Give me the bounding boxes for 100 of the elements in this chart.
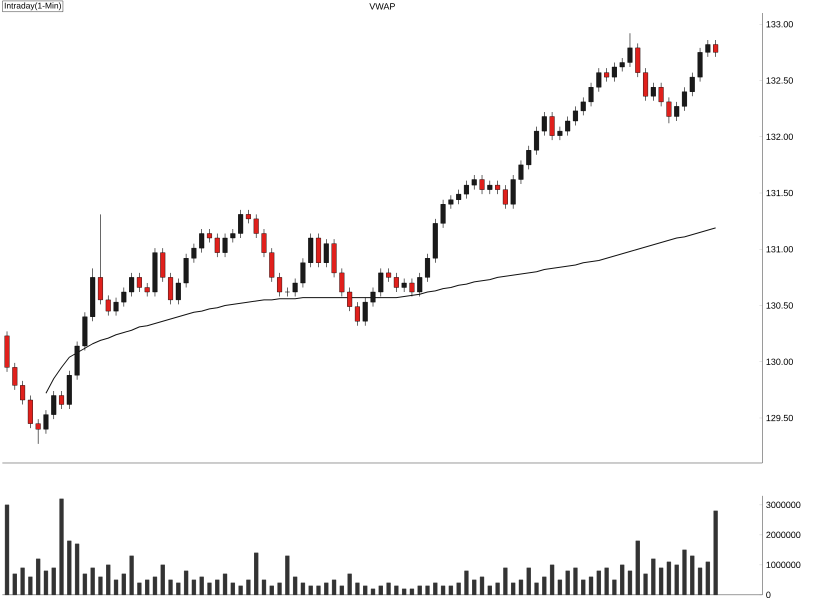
candlestick <box>479 174 485 194</box>
candlestick <box>370 287 376 307</box>
y-tick-label: 132.00 <box>766 133 793 140</box>
bar <box>698 567 702 595</box>
bar <box>28 576 33 595</box>
bar <box>503 567 508 595</box>
candlestick <box>534 126 540 155</box>
candlestick <box>643 68 648 101</box>
candlestick <box>580 96 586 116</box>
bar <box>448 585 454 595</box>
candlestick <box>20 380 26 405</box>
bar <box>145 579 150 595</box>
bar <box>114 579 118 595</box>
bar <box>207 582 212 595</box>
candlestick <box>596 68 602 92</box>
bar <box>270 585 274 595</box>
bar <box>651 558 656 595</box>
candlestick <box>106 294 111 316</box>
bar <box>433 582 438 595</box>
bar <box>246 579 251 595</box>
bar <box>425 585 430 595</box>
candlestick <box>526 145 532 170</box>
y-tick-label: 131.50 <box>766 190 793 196</box>
candlestick <box>658 82 664 106</box>
candlestick <box>339 268 344 297</box>
bar <box>604 567 609 595</box>
bar <box>308 585 313 595</box>
bar <box>168 579 173 595</box>
y-tick-label: 133.00 <box>766 20 793 28</box>
candlestick <box>51 390 56 420</box>
bar <box>254 552 258 595</box>
y-tick-label: 129.50 <box>766 414 793 422</box>
candlestick <box>620 58 625 72</box>
bar <box>674 564 679 595</box>
candlestick <box>129 272 134 297</box>
candlestick <box>176 278 181 305</box>
candlestick <box>168 272 174 305</box>
bar <box>67 540 72 595</box>
bar <box>713 510 718 595</box>
bar <box>20 567 25 595</box>
bar <box>4 504 10 595</box>
bar <box>534 582 539 595</box>
candlestick <box>472 174 477 190</box>
candlestick <box>292 278 298 297</box>
candlestick <box>542 112 547 136</box>
candlestick <box>495 180 500 194</box>
bar <box>402 588 406 595</box>
y-tick-label: 130.00 <box>766 358 793 365</box>
bar <box>410 588 414 595</box>
bar <box>215 579 220 595</box>
bar <box>386 582 391 595</box>
bar <box>137 582 142 595</box>
candlestick <box>58 390 64 410</box>
candlestick <box>191 243 196 263</box>
candlestick <box>588 82 594 106</box>
candlestick <box>713 40 718 58</box>
bar <box>106 564 110 595</box>
candlestick <box>705 40 710 58</box>
y-tick-label: 132.50 <box>766 77 793 84</box>
bar <box>36 558 40 595</box>
bar <box>628 570 632 595</box>
bar <box>98 576 103 595</box>
bar <box>566 570 570 595</box>
candlestick <box>518 160 524 184</box>
candlestick <box>409 278 414 297</box>
bar <box>129 555 134 595</box>
chart-title: VWAP <box>369 3 395 10</box>
bar <box>573 567 578 595</box>
candlestick <box>550 112 555 140</box>
y-tick-label: 3000000 <box>766 501 800 508</box>
candlestick <box>277 272 282 297</box>
candlestick <box>378 268 384 297</box>
candlestick <box>464 180 469 199</box>
candlestick <box>28 395 33 428</box>
bar <box>52 567 56 595</box>
bar <box>518 579 524 595</box>
bar <box>558 579 562 595</box>
candlestick <box>238 209 244 238</box>
bar <box>184 570 188 595</box>
y-tick-label: 0 <box>766 592 771 598</box>
bar <box>340 585 344 595</box>
candlestick <box>424 253 430 282</box>
candlestick <box>199 228 204 253</box>
candlestick <box>354 302 360 326</box>
bar <box>690 555 694 595</box>
bar <box>612 579 617 595</box>
y-tick-label: 2000000 <box>766 531 800 538</box>
bar <box>682 549 687 595</box>
candlestick <box>572 106 578 126</box>
bar <box>262 579 266 595</box>
bar <box>480 576 484 595</box>
candlestick <box>261 228 267 258</box>
candlestick <box>487 180 492 194</box>
bar <box>285 555 290 595</box>
bar <box>378 585 383 595</box>
bar <box>596 570 601 595</box>
bar <box>620 564 624 595</box>
candlestick <box>214 233 220 258</box>
bar <box>176 582 180 595</box>
bar <box>472 579 476 595</box>
